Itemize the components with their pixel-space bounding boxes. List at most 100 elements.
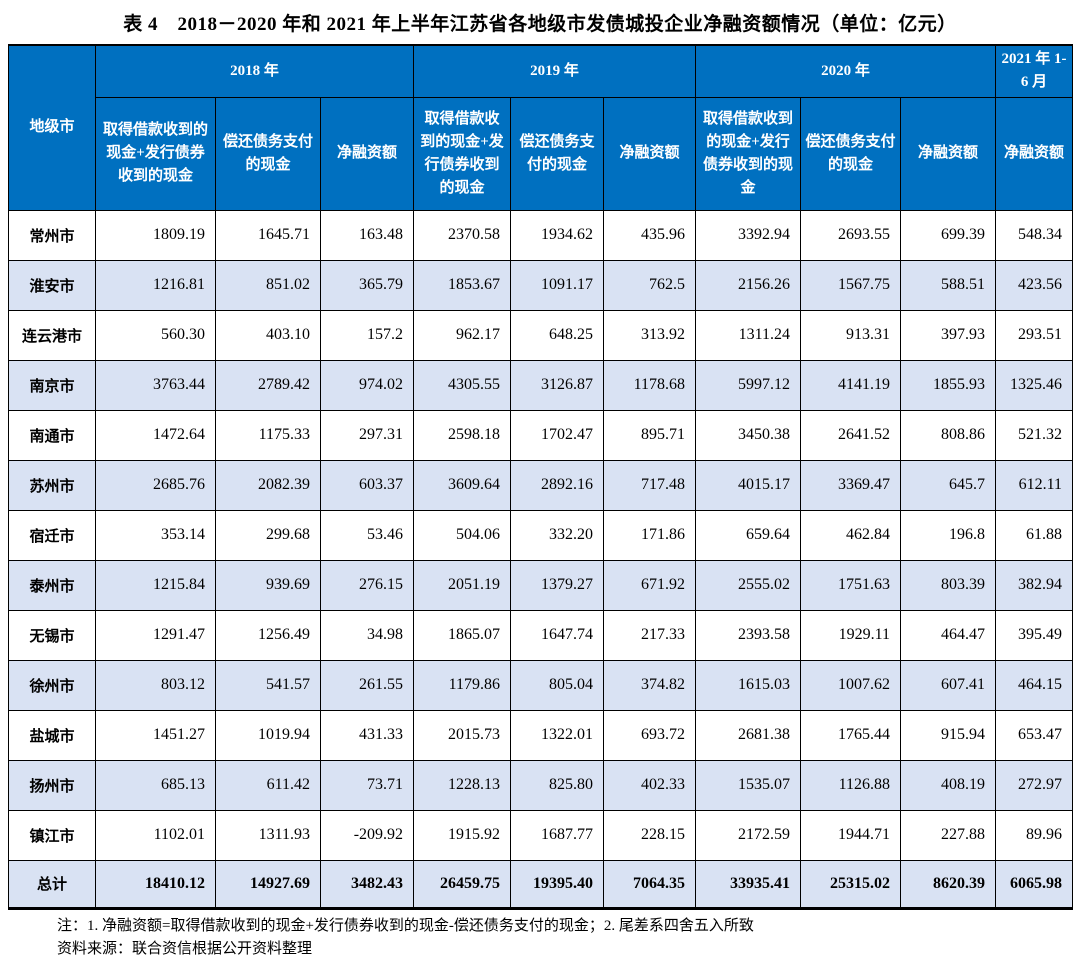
value-cell: 365.79: [319, 259, 415, 311]
value-cell: 1934.62: [510, 209, 605, 261]
table-title: 表 4 2018－2020 年和 2021 年上半年江苏省各地级市发债城投企业净…: [123, 14, 957, 35]
value-cell: 53.46: [319, 509, 415, 561]
value-cell: 1751.63: [800, 559, 902, 611]
value-cell: 1291.47: [95, 609, 216, 661]
value-cell: 171.86: [603, 509, 697, 561]
value-cell: 1915.92: [413, 809, 512, 861]
value-cell: 5997.12: [695, 359, 802, 411]
subheader-2018-net: 净融资额: [319, 96, 415, 211]
city-cell: 宿迁市: [8, 509, 96, 561]
value-cell: 1019.94: [215, 709, 321, 761]
city-cell: 淮安市: [8, 259, 96, 311]
value-cell: 1615.03: [695, 659, 802, 711]
value-cell: 1175.33: [215, 409, 321, 461]
value-cell: 1126.88: [800, 759, 902, 811]
value-cell: 4305.55: [413, 359, 512, 411]
value-cell: 25315.02: [800, 859, 902, 909]
value-cell: 915.94: [900, 709, 997, 761]
value-cell: 1687.77: [510, 809, 605, 861]
value-cell: 3763.44: [95, 359, 216, 411]
value-cell: 1647.74: [510, 609, 605, 661]
value-cell: 408.19: [900, 759, 997, 811]
value-cell: 382.94: [995, 559, 1074, 611]
value-cell: 974.02: [319, 359, 415, 411]
value-cell: 2082.39: [215, 459, 321, 511]
group-header-2019: 2019 年: [413, 44, 697, 98]
value-cell: 2156.26: [695, 259, 802, 311]
table-body: 常州市 1809.19 1645.71 163.48 2370.58 1934.62 435…: [8, 209, 1074, 909]
value-cell: 217.33: [603, 609, 697, 661]
value-cell: 939.69: [215, 559, 321, 611]
subheader-2019-repay: 偿还债务支付的现金: [510, 96, 605, 211]
table-row: 宿迁市 353.14 299.68 53.46 504.06 332.20 171.86 65…: [8, 509, 1074, 561]
value-cell: 504.06: [413, 509, 512, 561]
value-cell: 1567.75: [800, 259, 902, 311]
value-cell: 588.51: [900, 259, 997, 311]
value-cell: 671.92: [603, 559, 697, 611]
value-cell: 33935.41: [695, 859, 802, 909]
city-cell: 盐城市: [8, 709, 96, 761]
value-cell: 2598.18: [413, 409, 512, 461]
subheader-2019-inflow: 取得借款收到的现金+发行债券收到的现金: [413, 96, 512, 211]
value-cell: 653.47: [995, 709, 1074, 761]
group-header-row: 地级市 2018 年 2019 年 2020 年 2021 年 1-6 月: [8, 44, 1074, 211]
value-cell: 645.7: [900, 459, 997, 511]
table-row: 扬州市 685.13 611.42 73.71 1228.13 825.80 402.33 1…: [8, 759, 1074, 811]
value-cell: 34.98: [319, 609, 415, 661]
value-cell: 196.8: [900, 509, 997, 561]
table-row: 南京市 3763.44 2789.42 974.02 4305.55 3126.87 117…: [8, 359, 1074, 411]
subheader-2020-repay: 偿还债务支付的现金: [800, 96, 902, 211]
value-cell: 1765.44: [800, 709, 902, 761]
city-cell: 徐州市: [8, 659, 96, 711]
value-cell: 14927.69: [215, 859, 321, 909]
group-header-2020: 2020 年: [695, 44, 997, 98]
value-cell: 374.82: [603, 659, 697, 711]
value-cell: 2555.02: [695, 559, 802, 611]
source-line: 资料来源：联合资信根据公开资料整理: [57, 940, 313, 957]
value-cell: 89.96: [995, 809, 1074, 861]
value-cell: 397.93: [900, 309, 997, 361]
value-cell: 521.32: [995, 409, 1074, 461]
table-row: 常州市 1809.19 1645.71 163.48 2370.58 1934.62 435…: [8, 209, 1074, 261]
value-cell: 2015.73: [413, 709, 512, 761]
value-cell: 6065.98: [995, 859, 1074, 909]
value-cell: 1853.67: [413, 259, 512, 311]
value-cell: 2693.55: [800, 209, 902, 261]
value-cell: 3392.94: [695, 209, 802, 261]
value-cell: 272.97: [995, 759, 1074, 811]
value-cell: 228.15: [603, 809, 697, 861]
value-cell: 1865.07: [413, 609, 512, 661]
value-cell: 808.86: [900, 409, 997, 461]
value-cell: 825.80: [510, 759, 605, 811]
value-cell: 261.55: [319, 659, 415, 711]
value-cell: 163.48: [319, 209, 415, 261]
value-cell: 1944.71: [800, 809, 902, 861]
value-cell: 403.10: [215, 309, 321, 361]
value-cell: 464.47: [900, 609, 997, 661]
value-cell: 1535.07: [695, 759, 802, 811]
value-cell: 19395.40: [510, 859, 605, 909]
value-cell: 1929.11: [800, 609, 902, 661]
value-cell: 1216.81: [95, 259, 216, 311]
value-cell: 2172.59: [695, 809, 802, 861]
value-cell: 1102.01: [95, 809, 216, 861]
value-cell: 717.48: [603, 459, 697, 511]
value-cell: 332.20: [510, 509, 605, 561]
table-header: 地级市 2018 年 2019 年 2020 年 2021 年 1-6 月 取得…: [8, 44, 1074, 211]
value-cell: 2641.52: [800, 409, 902, 461]
value-cell: 962.17: [413, 309, 512, 361]
value-cell: 2892.16: [510, 459, 605, 511]
value-cell: 227.88: [900, 809, 997, 861]
subheader-2020-inflow: 取得借款收到的现金+发行债券收到的现金: [695, 96, 802, 211]
value-cell: 1228.13: [413, 759, 512, 811]
city-cell: 无锡市: [8, 609, 96, 661]
value-cell: 2789.42: [215, 359, 321, 411]
value-cell: 607.41: [900, 659, 997, 711]
value-cell: 395.49: [995, 609, 1074, 661]
value-cell: 851.02: [215, 259, 321, 311]
value-cell: 1325.46: [995, 359, 1074, 411]
value-cell: 548.34: [995, 209, 1074, 261]
value-cell: 1179.86: [413, 659, 512, 711]
value-cell: 1322.01: [510, 709, 605, 761]
value-cell: 1091.17: [510, 259, 605, 311]
